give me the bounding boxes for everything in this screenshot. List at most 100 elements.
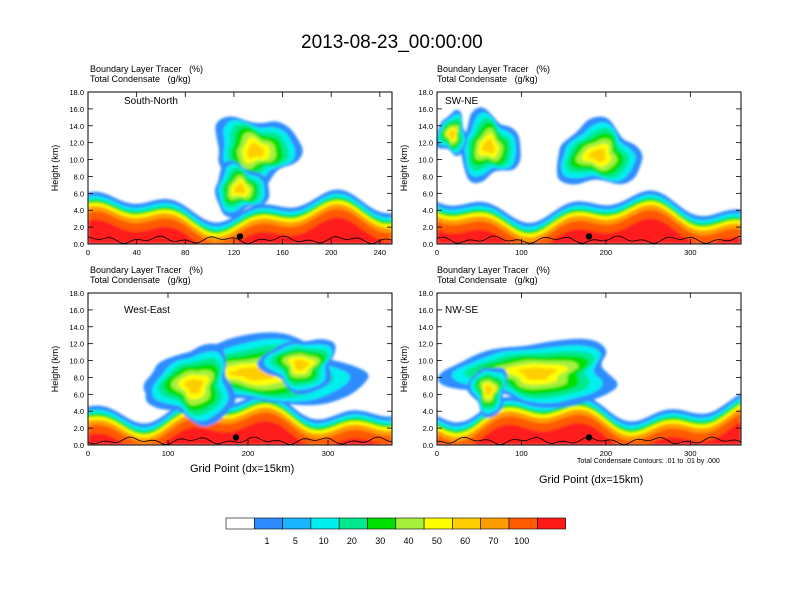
colorbar-label: 5	[293, 536, 298, 546]
main-title: 2013-08-23_00:00:00	[301, 32, 483, 53]
colorbar: 1 5 10 20 30 40 50 60 70 100	[225, 517, 566, 546]
cloud-1-shell-6	[485, 385, 494, 396]
ytick-label: 0.0	[74, 441, 84, 450]
ytick-label: 14.0	[69, 323, 84, 332]
ytick-label: 10.0	[418, 357, 433, 366]
panel-label: South-North	[124, 96, 178, 107]
ytick-label: 4.0	[74, 206, 84, 215]
bl-band-6	[88, 420, 392, 445]
ytick-label: 12.0	[418, 139, 433, 148]
cloud-2-shell-6	[448, 130, 456, 139]
colorbar-swatch	[310, 517, 340, 530]
xtick-label: 100	[162, 449, 175, 458]
cloud-1-shell-6	[588, 148, 606, 163]
ytick-label: 16.0	[69, 105, 84, 114]
xtick-label: 0	[435, 449, 439, 458]
panel-3-xlabel: Grid Point (dx=15km)	[539, 474, 644, 486]
colorbar-swatch	[480, 517, 510, 530]
colorbar-swatch	[536, 517, 566, 530]
ytick-label: 2.0	[74, 424, 84, 433]
colorbar-swatch	[338, 517, 368, 530]
colorbar-label: 20	[347, 536, 357, 546]
contour-note: Total Condensate Contours: .01 to .01 by…	[577, 458, 720, 465]
cloud-1-shell-6	[184, 378, 204, 395]
colorbar-label: 100	[514, 536, 529, 546]
ytick-label: 4.0	[74, 407, 84, 416]
ytick-label: 6.0	[423, 189, 433, 198]
xtick-label: 100	[515, 449, 528, 458]
location-marker	[232, 434, 240, 441]
panel-label: SW-NE	[445, 96, 478, 107]
cloud-0-shell-6	[518, 367, 557, 381]
colorbar-swatch	[254, 517, 283, 530]
xtick-label: 200	[325, 248, 338, 257]
cloud-0-shell-6	[482, 138, 495, 154]
ytick-label: 16.0	[418, 306, 433, 315]
colorbar-label: 30	[375, 536, 385, 546]
ylabel: Height (km)	[50, 145, 60, 192]
xtick-label: 200	[600, 449, 613, 458]
cloud-0-shell-6	[247, 142, 265, 159]
colorbar-label: 40	[404, 536, 414, 546]
colorbar-swatch	[452, 517, 481, 530]
ytick-label: 16.0	[418, 105, 433, 114]
location-marker	[585, 434, 593, 441]
ylabel: Height (km)	[50, 346, 60, 393]
cloud-1-shell-6	[234, 183, 246, 195]
plot-frame	[436, 91, 742, 245]
ytick-label: 0.0	[74, 240, 84, 249]
ytick-label: 10.0	[69, 357, 84, 366]
plot-frame	[87, 292, 393, 446]
ytick-label: 10.0	[418, 156, 433, 165]
ytick-label: 8.0	[423, 373, 433, 382]
panel-sw-ne: 0.0 2.0 4.0 6.0 8.0 10.0 12.0 14.0 16.0 18.0 0 100 2…	[399, 88, 742, 257]
colorbar-label: 10	[319, 536, 329, 546]
ytick-label: 14.0	[69, 122, 84, 131]
xtick-label: 80	[181, 248, 189, 257]
xtick-label: 40	[132, 248, 140, 257]
xtick-label: 300	[322, 449, 335, 458]
ytick-label: 4.0	[423, 407, 433, 416]
ytick-label: 12.0	[69, 340, 84, 349]
colorbar-swatch	[423, 517, 453, 530]
field-2	[88, 293, 392, 445]
ytick-label: 8.0	[74, 373, 84, 382]
xtick-label: 0	[435, 248, 439, 257]
panel-west-east: 0.0 2.0 4.0 6.0 8.0 10.0 12.0 14.0 16.0 18.0 0 100 2…	[50, 289, 393, 458]
ytick-label: 2.0	[423, 223, 433, 232]
panel-south-north: 0.0 2.0 4.0 6.0 8.0 10.0 12.0 14.0 16.0 18.0 0 40 80…	[50, 88, 393, 257]
location-marker	[236, 233, 244, 240]
colorbar-label: 70	[488, 536, 498, 546]
ytick-label: 14.0	[418, 122, 433, 131]
ylabel: Height (km)	[399, 346, 409, 393]
field-3	[437, 293, 741, 445]
panel-3-field-1: Boundary Layer Tracer (%)	[437, 265, 551, 275]
xtick-label: 0	[86, 248, 90, 257]
xtick-label: 300	[684, 449, 697, 458]
terrain-line	[437, 235, 741, 244]
panel-nw-se: 0.0 2.0 4.0 6.0 8.0 10.0 12.0 14.0 16.0 18.0 0 100 2…	[399, 289, 742, 458]
ylabel: Height (km)	[399, 145, 409, 192]
panel-0-field-2: Total Condensate (g/kg)	[90, 74, 191, 84]
xtick-label: 200	[600, 248, 613, 257]
colorbar-swatch	[225, 517, 255, 530]
panel-2-xlabel: Grid Point (dx=15km)	[190, 463, 295, 475]
ytick-label: 0.0	[423, 441, 433, 450]
ytick-label: 16.0	[69, 306, 84, 315]
xtick-label: 120	[228, 248, 241, 257]
xtick-label: 200	[242, 449, 255, 458]
ytick-label: 4.0	[423, 206, 433, 215]
colorbar-label: 60	[460, 536, 470, 546]
ytick-label: 12.0	[418, 340, 433, 349]
ytick-label: 2.0	[423, 424, 433, 433]
cloud-2-shell-6	[293, 359, 310, 371]
panel-label: West-East	[124, 305, 170, 316]
xtick-label: 160	[276, 248, 289, 257]
bl-band-5	[88, 412, 392, 445]
xtick-label: 300	[684, 248, 697, 257]
ytick-label: 8.0	[423, 172, 433, 181]
xtick-label: 100	[515, 248, 528, 257]
ytick-label: 10.0	[69, 156, 84, 165]
ytick-label: 18.0	[418, 88, 433, 97]
